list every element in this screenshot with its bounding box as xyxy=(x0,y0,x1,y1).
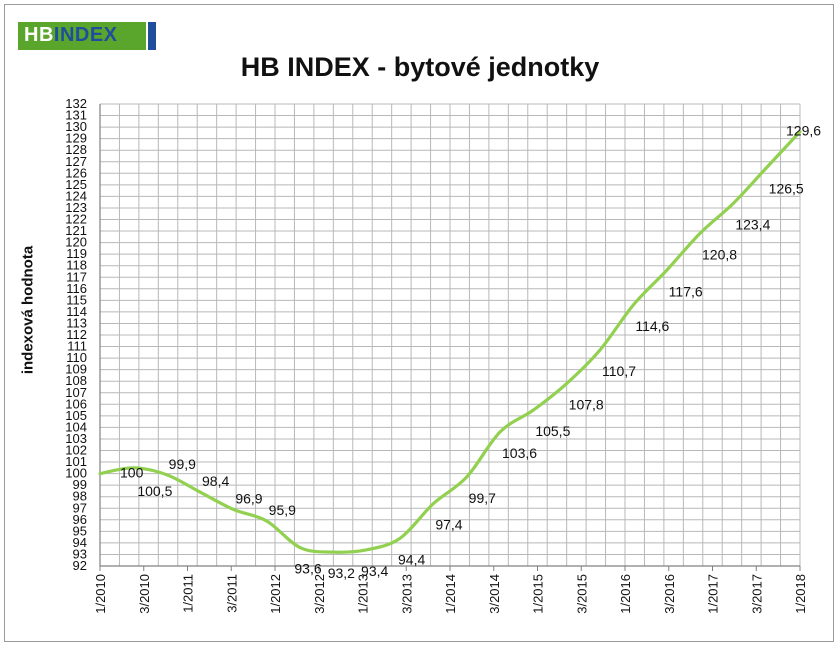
y-tick-label-13: 105 xyxy=(65,408,87,423)
chart-grid xyxy=(99,103,801,567)
x-tick-label-13: 3/2016 xyxy=(662,574,677,614)
y-tick-label-19: 111 xyxy=(67,339,87,354)
y-tick-label-8: 100 xyxy=(65,466,87,481)
hb-index-logo: HBINDEX xyxy=(18,18,158,52)
x-axis-ticks: 1/2010 3/2010 1/2011 3/2011 1/2012 3/2012 1/20… xyxy=(93,566,808,614)
data-label-2: 99,9 xyxy=(169,456,196,472)
y-tick-label-11: 103 xyxy=(65,431,87,446)
y-tick-label-25: 117 xyxy=(66,269,87,284)
data-label-9: 94,4 xyxy=(398,551,425,567)
y-tick-label-27: 119 xyxy=(66,246,87,261)
chart-title: HB INDEX - bytové jednotky xyxy=(240,52,600,82)
x-tick-label-15: 3/2017 xyxy=(749,574,764,614)
logo-hb: HB xyxy=(24,24,54,46)
y-axis-ticks: 9293949596979899100101102103104105106107… xyxy=(65,96,87,573)
data-label-14: 107,8 xyxy=(569,397,604,413)
x-tick-label-9: 3/2014 xyxy=(487,574,502,614)
x-tick-label-1: 3/2010 xyxy=(137,574,152,614)
y-tick-label-3: 95 xyxy=(73,523,87,538)
data-label-17: 117,6 xyxy=(669,283,703,299)
y-tick-label-32: 124 xyxy=(65,188,87,203)
y-tick-label-39: 131 xyxy=(65,108,87,123)
y-tick-label-20: 112 xyxy=(66,327,87,342)
x-tick-label-7: 3/2013 xyxy=(399,574,414,614)
data-label-20: 126,5 xyxy=(769,181,804,197)
x-tick-label-6: 1/2013 xyxy=(356,574,371,614)
x-tick-label-5: 3/2012 xyxy=(312,574,327,614)
y-tick-label-35: 127 xyxy=(65,154,87,169)
y-tick-label-23: 115 xyxy=(66,292,87,307)
y-tick-label-38: 130 xyxy=(65,119,87,134)
logo-green-box xyxy=(18,22,146,50)
logo-text: HBINDEX xyxy=(24,24,118,47)
x-tick-label-4: 1/2012 xyxy=(268,574,283,614)
series-line xyxy=(98,130,802,554)
y-tick-label-34: 126 xyxy=(65,165,87,180)
data-label-10: 97,4 xyxy=(435,517,462,533)
y-tick-label-22: 114 xyxy=(66,304,87,319)
y-tick-label-15: 107 xyxy=(65,385,87,400)
y-tick-label-16: 108 xyxy=(65,373,87,388)
y-tick-label-17: 109 xyxy=(65,362,87,377)
x-tick-label-0: 1/2010 xyxy=(93,574,108,614)
data-labels: 100 100,5 99,9 98,4 96,9 95,9 93,6 93,2 93,4 94,4… xyxy=(120,123,821,581)
y-tick-label-7: 99 xyxy=(73,477,87,492)
y-tick-label-0: 92 xyxy=(73,558,87,573)
x-tick-label-11: 3/2015 xyxy=(574,574,589,614)
y-tick-label-6: 98 xyxy=(73,489,87,504)
logo-index: INDEX xyxy=(53,24,118,46)
x-tick-label-8: 1/2014 xyxy=(443,574,458,614)
x-tick-label-2: 1/2011 xyxy=(181,574,196,613)
x-tick-label-3: 3/2011 xyxy=(224,574,239,613)
data-label-15: 110,7 xyxy=(602,363,636,379)
data-label-8: 93,4 xyxy=(361,563,388,579)
data-label-3: 98,4 xyxy=(202,473,229,489)
y-tick-label-28: 120 xyxy=(65,235,87,250)
data-label-0: 100 xyxy=(120,465,144,481)
data-label-12: 103,6 xyxy=(502,445,537,461)
data-label-21: 129,6 xyxy=(786,123,821,139)
y-tick-label-10: 102 xyxy=(65,443,87,458)
logo-blue-stripe xyxy=(148,22,156,50)
data-label-7: 93,2 xyxy=(328,565,355,581)
y-tick-label-24: 116 xyxy=(66,281,87,296)
x-tick-label-10: 1/2015 xyxy=(531,574,546,614)
y-tick-label-31: 123 xyxy=(65,200,87,215)
y-tick-label-40: 132 xyxy=(65,96,87,111)
y-tick-label-14: 106 xyxy=(65,396,87,411)
data-label-6: 93,6 xyxy=(294,561,321,577)
data-label-13: 105,5 xyxy=(535,423,570,439)
y-tick-label-5: 97 xyxy=(73,500,87,515)
y-tick-label-9: 101 xyxy=(65,454,87,469)
y-tick-label-30: 122 xyxy=(65,212,87,227)
y-tick-label-21: 113 xyxy=(66,315,87,330)
data-label-19: 123,4 xyxy=(735,216,770,232)
y-tick-label-4: 96 xyxy=(73,512,87,527)
x-tick-label-14: 1/2017 xyxy=(706,574,721,614)
data-label-18: 120,8 xyxy=(702,246,737,262)
y-tick-label-12: 104 xyxy=(65,419,87,434)
x-tick-label-16: 1/2018 xyxy=(793,574,808,614)
y-tick-label-2: 94 xyxy=(73,535,87,550)
data-label-4: 96,9 xyxy=(235,490,262,506)
y-tick-label-36: 128 xyxy=(65,142,87,157)
data-label-16: 114,6 xyxy=(635,318,669,334)
data-label-11: 99,7 xyxy=(469,490,496,506)
x-tick-label-12: 1/2016 xyxy=(618,574,633,614)
y-tick-label-33: 125 xyxy=(65,177,87,192)
data-label-1: 100,5 xyxy=(137,483,172,499)
y-tick-label-37: 129 xyxy=(65,131,87,146)
y-tick-label-26: 118 xyxy=(66,258,87,273)
y-tick-label-1: 93 xyxy=(73,546,87,561)
data-label-5: 95,9 xyxy=(269,502,296,518)
y-tick-label-18: 110 xyxy=(66,350,87,365)
y-tick-label-29: 121 xyxy=(65,223,87,238)
